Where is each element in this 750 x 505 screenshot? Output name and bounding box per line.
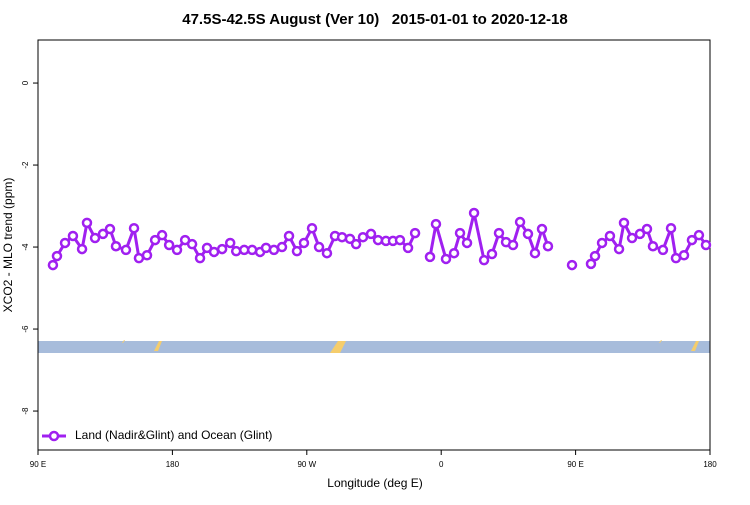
data-point xyxy=(128,222,140,234)
data-point xyxy=(51,250,63,262)
data-point xyxy=(321,247,333,259)
y-tick-label: 0 xyxy=(21,80,30,85)
land-patch xyxy=(122,340,125,343)
data-point xyxy=(461,237,473,249)
data-point xyxy=(686,234,698,246)
data-point xyxy=(171,244,183,256)
data-point xyxy=(394,234,406,246)
data-point xyxy=(298,237,310,249)
land-patch xyxy=(154,341,162,351)
data-point xyxy=(76,243,88,255)
data-point xyxy=(657,244,669,256)
data-point xyxy=(641,223,653,235)
data-point xyxy=(514,216,526,228)
legend-label: Land (Nadir&Glint) and Ocean (Glint) xyxy=(75,428,272,442)
ocean-band xyxy=(38,341,710,353)
data-point xyxy=(647,240,659,252)
data-point xyxy=(149,234,161,246)
data-point xyxy=(409,227,421,239)
x-tick-label: 180 xyxy=(703,460,717,469)
data-point xyxy=(186,238,198,250)
data-point xyxy=(344,233,356,245)
data-point xyxy=(104,223,116,235)
data-point xyxy=(430,218,442,230)
data-point xyxy=(402,242,414,254)
data-point xyxy=(626,232,638,244)
data-point xyxy=(566,259,578,271)
x-tick-label: 90 W xyxy=(297,460,316,469)
data-point xyxy=(276,241,288,253)
data-point xyxy=(59,237,71,249)
data-point xyxy=(529,247,541,259)
data-point xyxy=(208,246,220,258)
data-point xyxy=(448,247,460,259)
data-point xyxy=(493,227,505,239)
x-axis-label: Longitude (deg E) xyxy=(327,476,422,490)
data-point xyxy=(291,245,303,257)
data-point xyxy=(440,253,452,265)
data-point xyxy=(230,245,242,257)
data-point xyxy=(589,250,601,262)
x-tick-label: 0 xyxy=(439,460,444,469)
data-point xyxy=(81,217,93,229)
data-point xyxy=(665,222,677,234)
data-point xyxy=(89,232,101,244)
data-point xyxy=(163,239,175,251)
y-tick-label: -2 xyxy=(21,161,30,169)
data-point xyxy=(141,250,153,261)
y-tick-label: -6 xyxy=(21,325,30,333)
data-point xyxy=(507,239,519,251)
data-point xyxy=(693,229,705,241)
data-point xyxy=(156,229,168,241)
data-point xyxy=(613,243,625,255)
data-point xyxy=(47,259,59,271)
y-tick-label: -8 xyxy=(21,407,30,415)
data-point xyxy=(542,240,554,252)
data-point xyxy=(194,252,206,264)
data-point xyxy=(678,250,690,261)
plot-frame xyxy=(37,39,711,451)
data-point xyxy=(670,252,682,264)
data-point xyxy=(216,243,228,255)
data-point xyxy=(478,254,490,266)
data-point xyxy=(618,217,630,229)
data-point xyxy=(365,228,377,240)
chart-title: 47.5S-42.5S August (Ver 10) 2015-01-01 t… xyxy=(182,11,567,28)
data-point xyxy=(313,241,325,253)
data-point xyxy=(306,222,318,234)
data-point xyxy=(424,251,436,263)
data-point xyxy=(357,231,369,243)
land-patch xyxy=(330,341,346,353)
data-point xyxy=(120,244,132,256)
data-point xyxy=(133,252,145,264)
x-tick-label: 180 xyxy=(166,460,180,469)
data-point xyxy=(283,230,295,242)
data-point xyxy=(700,239,712,251)
y-tick-label: -4 xyxy=(21,243,30,251)
data-point xyxy=(224,237,236,249)
land-patch xyxy=(691,341,699,351)
data-point xyxy=(604,230,616,242)
data-point xyxy=(67,230,79,242)
data-point xyxy=(468,207,480,219)
data-point xyxy=(596,237,608,249)
data-point xyxy=(97,228,109,240)
land-patch xyxy=(659,340,662,343)
data-point xyxy=(585,258,597,270)
data-point xyxy=(536,223,548,235)
data-point xyxy=(522,228,534,240)
data-point xyxy=(486,248,498,260)
data-point xyxy=(110,240,122,252)
x-tick-label: 90 E xyxy=(30,460,46,469)
y-axis-label: XCO2 - MLO trend (ppm) xyxy=(1,178,15,313)
data-point xyxy=(634,228,646,240)
land-ocean-strip xyxy=(38,340,710,353)
data-point xyxy=(454,227,466,239)
x-tick-label: 90 E xyxy=(567,460,583,469)
legend-marker xyxy=(48,430,60,442)
data-point xyxy=(350,238,362,250)
data-point xyxy=(268,244,280,256)
